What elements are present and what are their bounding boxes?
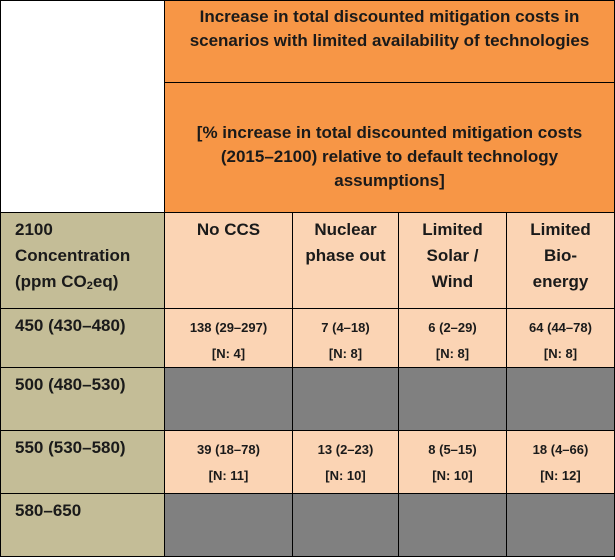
empty-cell	[506, 493, 615, 557]
empty-cell	[164, 367, 293, 431]
row-label-450: 450 (430–480)	[0, 308, 165, 368]
table-title: Increase in total discounted mitigation …	[164, 0, 615, 83]
row-header-line3: (ppm CO2eq)	[15, 272, 119, 292]
table-cell: 39 (18–78) [N: 11]	[164, 430, 293, 494]
row-label-550: 550 (530–580)	[0, 430, 165, 494]
empty-cell	[398, 367, 507, 431]
row-label-500: 500 (480–530)	[0, 367, 165, 431]
table-cell: 7 (4–18) [N: 8]	[292, 308, 399, 368]
table-cell: 8 (5–15) [N: 10]	[398, 430, 507, 494]
table-cell: 18 (4–66) [N: 12]	[506, 430, 615, 494]
column-header-nuclear-phase-out: Nuclear phase out	[292, 212, 399, 309]
row-header-title: 2100 Concentration (ppm CO2eq)	[0, 212, 165, 309]
table-subtitle: [% increase in total discounted mitigati…	[164, 82, 615, 213]
empty-cell	[292, 493, 399, 557]
table-cell: 6 (2–29) [N: 8]	[398, 308, 507, 368]
row-header-line2: Concentration	[15, 246, 131, 265]
empty-cell	[398, 493, 507, 557]
table-cell: 13 (2–23) [N: 10]	[292, 430, 399, 494]
empty-cell	[164, 493, 293, 557]
row-header-line1: 2100	[15, 220, 53, 239]
empty-cell	[292, 367, 399, 431]
column-header-limited-bioenergy: Limited Bio-energy	[506, 212, 615, 309]
top-left-blank-cell	[0, 0, 165, 213]
empty-cell	[506, 367, 615, 431]
column-header-no-ccs: No CCS	[164, 212, 293, 309]
column-header-limited-solar-wind: Limited Solar / Wind	[398, 212, 507, 309]
row-label-580-650: 580–650	[0, 493, 165, 557]
table-cell: 138 (29–297) [N: 4]	[164, 308, 293, 368]
table-cell: 64 (44–78) [N: 8]	[506, 308, 615, 368]
